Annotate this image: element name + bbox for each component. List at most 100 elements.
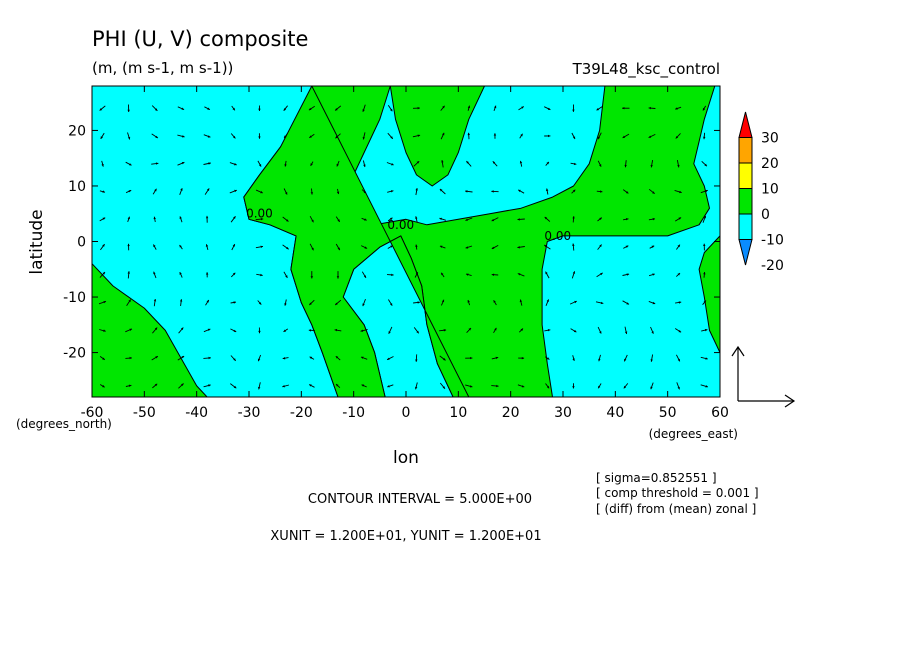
wind-vector <box>650 354 654 362</box>
wind-vector <box>700 189 708 194</box>
wind-vector <box>257 382 261 390</box>
wind-vector <box>257 160 262 167</box>
contour-label-1: 0.00 <box>387 218 414 232</box>
wind-vector <box>701 328 708 332</box>
wind-vector <box>153 216 156 222</box>
wind-vector <box>229 162 237 166</box>
wind-vector <box>701 160 708 167</box>
wind-vector <box>413 327 420 334</box>
wind-vector <box>98 300 107 305</box>
wind-vector <box>127 216 130 223</box>
wind-vector <box>387 190 394 193</box>
wind-vector <box>572 216 575 223</box>
wind-vector <box>674 217 682 222</box>
wind-vector <box>258 133 261 139</box>
wind-vector <box>283 328 289 333</box>
wind-vector <box>179 244 183 250</box>
note-sigma: [ sigma=0.852551 ] <box>596 471 717 485</box>
colorbar-label: 0 <box>761 207 770 223</box>
wind-vector <box>623 354 628 362</box>
wind-vector <box>335 383 341 389</box>
wind-vector <box>204 106 211 111</box>
wind-vector <box>125 356 132 360</box>
wind-vector <box>545 383 550 389</box>
wind-vector <box>465 245 473 249</box>
wind-vector <box>388 299 393 306</box>
wind-vector <box>308 299 315 306</box>
wind-vector <box>518 106 525 111</box>
wind-vector <box>572 243 575 251</box>
wind-vector <box>178 383 184 389</box>
wind-vector <box>597 326 602 334</box>
wind-vector <box>491 217 499 222</box>
wind-vector <box>491 273 499 276</box>
wind-vector <box>465 356 473 360</box>
wind-vector <box>675 106 682 110</box>
wind-vector <box>335 243 341 251</box>
wind-vector <box>177 134 185 138</box>
wind-vector <box>231 105 236 111</box>
wind-vector <box>362 160 366 168</box>
wind-vector <box>284 160 287 167</box>
x-unit-label: (degrees_east) <box>649 427 738 441</box>
wind-vector <box>596 190 603 193</box>
wind-vector <box>439 355 446 361</box>
wind-vector <box>517 246 525 249</box>
wind-vector <box>153 244 157 250</box>
wind-vector <box>441 160 444 168</box>
colorbar-box <box>738 213 753 240</box>
wind-vector <box>597 132 602 140</box>
wind-vector <box>256 273 263 277</box>
wind-vector <box>544 216 551 222</box>
wind-vector <box>336 271 340 279</box>
wind-vector <box>360 356 368 360</box>
wind-vector <box>414 271 419 278</box>
wind-vector <box>700 384 709 388</box>
wind-vector <box>387 104 393 112</box>
wind-vector <box>467 132 470 140</box>
wind-vector <box>205 215 209 223</box>
wind-vector <box>152 188 157 195</box>
y-tick-label: -20 <box>63 346 86 362</box>
wind-vector <box>543 244 551 250</box>
wind-vector <box>334 299 342 306</box>
colorbar-box <box>738 188 753 215</box>
wind-vector <box>491 356 499 360</box>
wind-vector <box>152 327 158 334</box>
note-threshold: [ comp threshold = 0.001 ] <box>596 486 759 500</box>
wind-vector <box>596 105 604 111</box>
wind-vector <box>99 271 106 278</box>
wind-vector <box>335 355 341 361</box>
wind-vector <box>517 189 525 194</box>
wind-vector <box>283 188 288 195</box>
wind-vector <box>544 356 550 360</box>
wind-vector <box>624 326 628 335</box>
y-axis-ticks: -20 -10 0 10 20 <box>63 123 720 362</box>
contour-label-2: 0.00 <box>544 229 571 243</box>
wind-vector <box>362 132 366 140</box>
wind-vector <box>284 299 287 306</box>
wind-vector <box>517 273 525 277</box>
x-tick-label: -60 <box>81 405 104 421</box>
wind-vector <box>650 326 654 334</box>
wind-vector <box>203 356 211 360</box>
wind-vector <box>467 105 471 111</box>
colorbar-label: -20 <box>761 258 784 274</box>
wind-vector <box>127 271 130 279</box>
wind-vector <box>257 300 262 305</box>
wind-vector <box>595 301 604 305</box>
wind-vector <box>415 216 418 223</box>
wind-vector <box>493 327 497 334</box>
wind-vector <box>257 354 262 362</box>
wind-vector <box>360 328 368 332</box>
colorbar: 30 20 10 0 -10 -20 <box>738 111 784 274</box>
wind-vector <box>99 105 106 111</box>
wind-vector <box>283 105 288 111</box>
x-tick-label: 20 <box>502 405 520 421</box>
wind-vector <box>648 133 656 139</box>
wind-vector <box>152 383 158 389</box>
wind-vector <box>703 271 706 278</box>
wind-vector <box>493 105 497 111</box>
wind-vector <box>386 162 394 166</box>
wind-vector <box>179 188 183 195</box>
